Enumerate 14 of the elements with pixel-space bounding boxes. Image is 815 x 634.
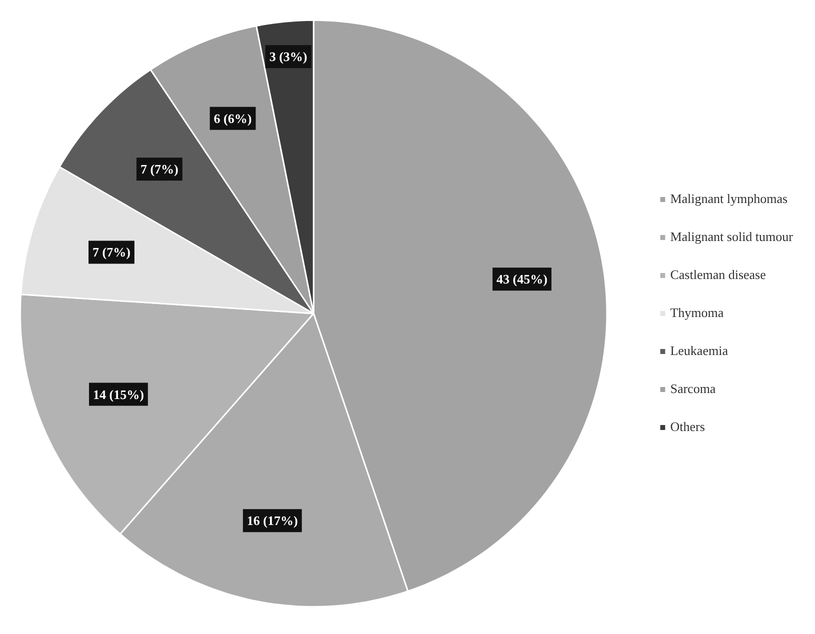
data-label: 7 (7%)	[140, 162, 178, 177]
data-label: 7 (7%)	[92, 244, 130, 260]
legend-label: Leukaemia	[670, 343, 728, 359]
data-label: 16 (17%)	[246, 513, 298, 528]
legend-label: Sarcoma	[670, 381, 716, 397]
data-label: 6 (6%)	[214, 110, 252, 126]
legend-label: Thymoma	[670, 305, 724, 321]
legend-label: Malignant solid tumour	[670, 229, 793, 245]
legend-label: Malignant lymphomas	[670, 191, 788, 207]
data-label: 43 (45%)	[496, 272, 548, 287]
data-label: 14 (15%)	[93, 386, 144, 402]
legend-label: Others	[670, 419, 705, 435]
data-label: 3 (3%)	[269, 49, 308, 64]
legend-label: Castleman disease	[670, 267, 766, 283]
